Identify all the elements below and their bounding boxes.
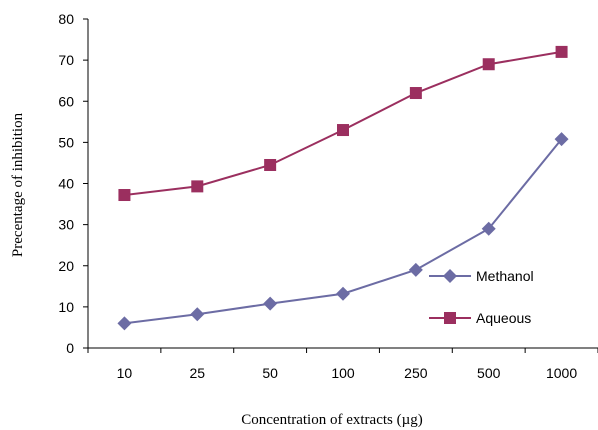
y-tick-label: 40 — [58, 176, 74, 192]
data-point-methanol — [408, 262, 423, 277]
legend: Methanol Aqueous — [429, 268, 534, 326]
x-tick-label: 25 — [189, 365, 205, 381]
x-tick-label: 250 — [404, 365, 428, 381]
y-tick-label: 20 — [58, 258, 74, 274]
series-layer — [117, 45, 569, 331]
data-point-aqueous — [118, 189, 131, 202]
data-point-aqueous — [191, 180, 204, 193]
series-methanol — [117, 132, 569, 331]
y-tick-label: 30 — [58, 217, 74, 233]
data-point-methanol — [481, 221, 496, 236]
series-line-aqueous — [124, 50, 562, 197]
legend-marker-methanol — [443, 269, 457, 283]
legend-item-methanol: Methanol — [429, 268, 534, 284]
y-tick-label: 0 — [66, 340, 74, 356]
y-tick-label: 80 — [58, 11, 74, 27]
data-point-aqueous — [482, 58, 495, 71]
x-tick-label: 500 — [477, 365, 501, 381]
y-tick-label: 10 — [58, 299, 74, 315]
data-point-methanol — [263, 296, 278, 311]
data-point-aqueous — [337, 124, 349, 137]
x-tick-label: 100 — [331, 365, 355, 381]
legend-item-aqueous: Aqueous — [429, 310, 531, 326]
x-tick-label: 1000 — [546, 365, 577, 381]
data-point-aqueous — [409, 87, 422, 100]
y-axis-title: Precentage of inhibition — [10, 112, 26, 257]
y-tick-label: 50 — [58, 134, 74, 150]
data-point-methanol — [190, 307, 205, 322]
data-point-methanol — [554, 132, 569, 147]
y-ticks: 0 10 20 30 40 50 60 70 80 — [58, 11, 88, 356]
y-tick-label: 70 — [58, 52, 74, 68]
y-tick-label: 60 — [58, 93, 74, 109]
data-point-aqueous — [555, 45, 568, 58]
legend-label-methanol: Methanol — [476, 268, 534, 284]
legend-marker-aqueous — [444, 312, 456, 324]
data-point-aqueous — [264, 158, 277, 171]
x-axis-title: Concentration of extracts (µg) — [241, 412, 423, 428]
x-ticks: 10 25 50 100 250 500 1000 — [87, 348, 598, 381]
series-aqueous — [118, 45, 568, 202]
x-tick-label: 50 — [262, 365, 278, 381]
data-point-methanol — [336, 286, 350, 301]
data-point-methanol — [117, 316, 132, 331]
legend-label-aqueous: Aqueous — [476, 310, 531, 326]
x-tick-label: 10 — [117, 365, 133, 381]
